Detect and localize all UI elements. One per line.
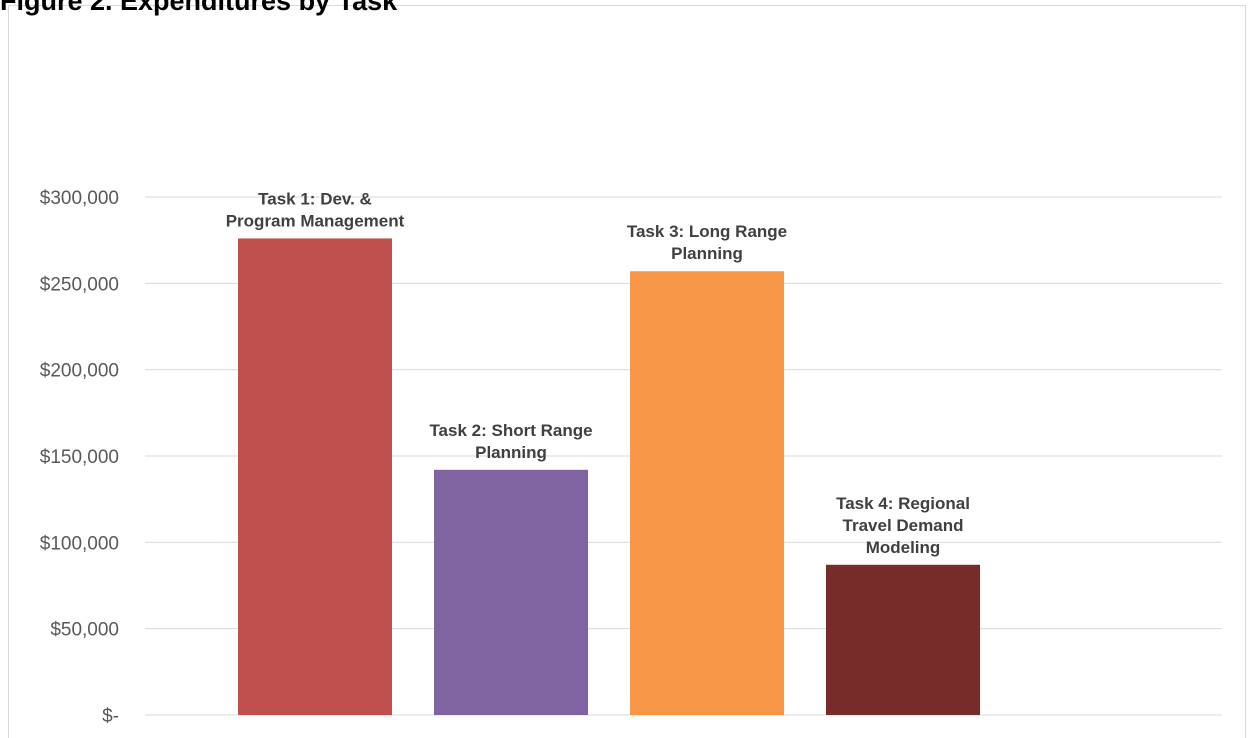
data-label: Task 4: Regional (836, 494, 970, 513)
y-axis-tick-labels: $- $50,000 $100,000 $150,000 $200,000 $250,00… (40, 188, 119, 727)
data-labels: Task 1: Dev. & Program Management Task 2: … (226, 189, 970, 556)
data-label: Travel Demand (843, 516, 964, 535)
bar (630, 271, 784, 715)
y-tick-label: $50,000 (50, 620, 119, 641)
data-label: Task 1: Dev. & (258, 189, 372, 208)
y-tick-label: $150,000 (40, 447, 119, 468)
data-label: Program Management (226, 211, 405, 230)
chart-frame (8, 5, 1246, 738)
y-tick-label: $100,000 (40, 533, 119, 554)
figure-title: Figure 2. Expenditures by Task (0, 0, 398, 16)
data-label: Planning (475, 443, 547, 462)
bar (434, 469, 588, 715)
y-tick-label: $- (102, 706, 119, 727)
data-label: Task 3: Long Range (627, 222, 787, 241)
bar (238, 238, 392, 715)
bars (238, 238, 980, 715)
data-label: Modeling (866, 538, 941, 557)
y-tick-label: $300,000 (40, 188, 119, 209)
y-tick-label: $250,000 (40, 274, 119, 295)
data-label: Planning (671, 244, 743, 263)
data-label: Task 2: Short Range (429, 421, 592, 440)
bar (826, 564, 980, 715)
y-tick-label: $200,000 (40, 361, 119, 382)
